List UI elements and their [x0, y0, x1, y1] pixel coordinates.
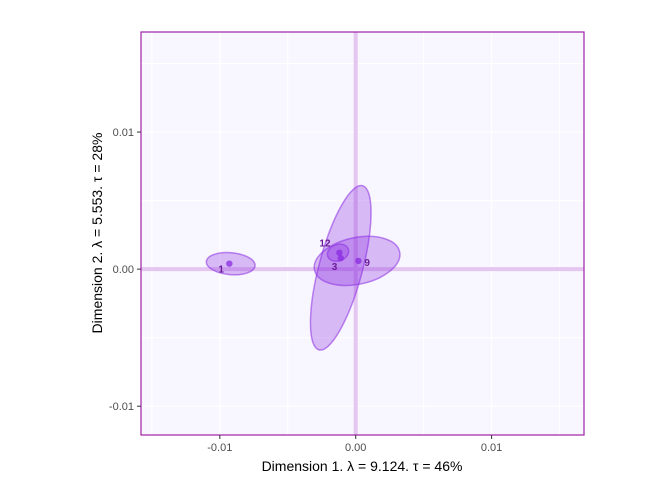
y-axis-ticks: -0.01 0.00 0.01: [109, 127, 141, 413]
point-label-1: 1: [218, 265, 224, 276]
ellipse-3: [309, 184, 372, 351]
point-3: [337, 254, 344, 262]
y-tick-label: -0.01: [109, 401, 134, 413]
point-12: [336, 249, 343, 256]
x-tick-label: 0.01: [481, 442, 502, 454]
point-1: [226, 260, 233, 267]
panel-border: [140, 31, 585, 436]
x-tick-label: -0.01: [207, 442, 232, 454]
x-axis-ticks: -0.01 0.00 0.01: [207, 435, 502, 454]
plot-panel: [141, 32, 584, 435]
y-tick-label: 0.00: [113, 264, 134, 276]
point-label-3: 3: [332, 262, 338, 273]
x-axis-title: Dimension 1. λ = 9.124. τ = 46%: [262, 458, 463, 474]
point-label-12: 12: [319, 239, 331, 250]
y-axis-title: Dimension 2. λ = 5.553. τ = 28%: [89, 133, 105, 334]
point-labels: 1 12 3 9: [218, 239, 370, 276]
point-9: [355, 257, 362, 265]
point-label-9: 9: [364, 258, 370, 269]
points: [226, 249, 362, 267]
y-tick-label: 0.01: [113, 127, 134, 139]
x-tick-label: 0.00: [345, 442, 366, 454]
